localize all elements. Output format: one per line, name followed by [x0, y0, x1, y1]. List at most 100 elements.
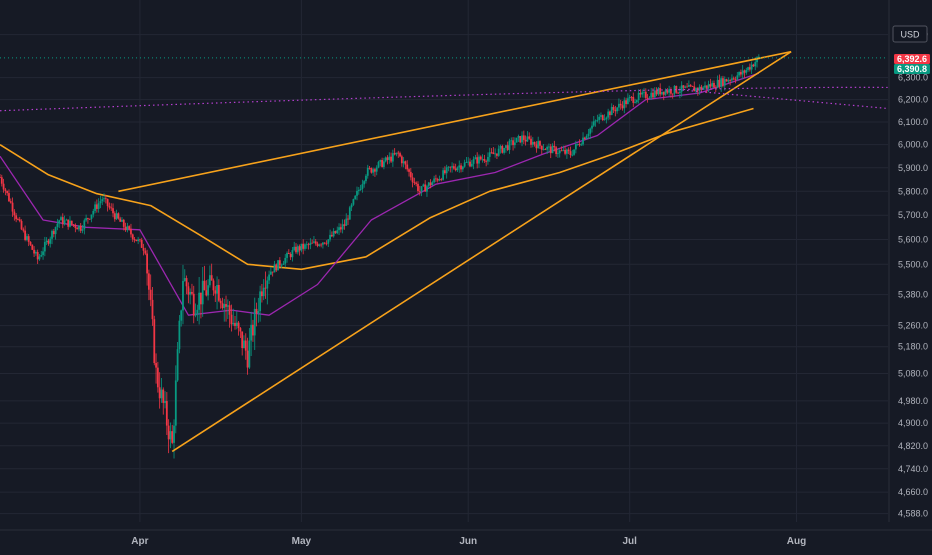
candle-body: [117, 213, 120, 219]
lower-wedge-trendline[interactable]: [171, 50, 792, 453]
candle-body: [564, 149, 566, 154]
y-tick-label: 6,000.0: [898, 140, 928, 150]
candle-body: [201, 280, 204, 305]
candle-body: [582, 137, 584, 145]
candle-body: [388, 156, 391, 160]
candle-body: [743, 70, 746, 73]
candle-body: [243, 340, 245, 349]
candle-body: [72, 224, 75, 226]
candle-body: [189, 291, 192, 295]
candle-body: [223, 304, 226, 309]
candle-body: [438, 179, 441, 181]
x-tick-label: May: [292, 536, 312, 547]
candle-body: [370, 168, 373, 173]
candle-body: [87, 218, 89, 219]
candle-body: [390, 156, 392, 162]
candle-body: [756, 57, 758, 63]
candle-body: [31, 244, 34, 250]
candle-body: [368, 167, 371, 169]
candle-body: [339, 227, 342, 230]
candle-body: [239, 328, 242, 332]
candle-body: [463, 162, 466, 167]
candle-body: [754, 62, 757, 67]
candle-body: [381, 160, 384, 167]
candle-body: [313, 241, 315, 243]
candle-body: [121, 219, 123, 222]
candle-body: [264, 287, 267, 289]
candle-body: [409, 171, 412, 178]
candle-body: [196, 309, 199, 314]
candle-body: [58, 220, 61, 224]
candle-body: [205, 290, 208, 296]
candle-body: [517, 136, 520, 138]
dotted-trend-curve[interactable]: [678, 89, 889, 110]
candle-body: [626, 98, 629, 105]
candle-body: [461, 166, 464, 170]
candle-body: [153, 319, 156, 364]
candle-body: [295, 246, 297, 253]
candle-body: [34, 252, 37, 254]
candle-body: [465, 162, 468, 163]
candle-body: [54, 227, 57, 235]
candle-body: [490, 152, 493, 154]
candle-body: [74, 224, 77, 228]
candle-body: [449, 166, 452, 168]
candle-body: [508, 140, 511, 150]
candle-body: [558, 150, 561, 154]
candle-body: [13, 211, 16, 216]
candle-body: [200, 292, 202, 305]
candle-body: [174, 380, 177, 426]
y-tick-label: 4,588.0: [898, 509, 928, 519]
candle-body: [614, 109, 617, 112]
candle-body: [659, 88, 662, 95]
candle-body: [750, 64, 753, 70]
candle-body: [187, 286, 190, 295]
candle-body: [165, 401, 168, 426]
candle-body: [526, 136, 529, 142]
candle-body: [679, 91, 681, 93]
candle-body: [27, 236, 30, 242]
candle-body: [341, 224, 344, 230]
y-tick-label: 5,180.0: [898, 342, 928, 352]
candle-body: [348, 207, 351, 220]
candle-body: [347, 218, 349, 220]
candle-body: [106, 198, 109, 207]
grid-layer: [0, 0, 888, 522]
candle-body: [253, 308, 256, 336]
candle-body: [560, 150, 563, 152]
candle-body: [219, 300, 222, 304]
candle-body: [714, 87, 717, 89]
candle-body: [684, 86, 687, 88]
candle-body: [173, 425, 175, 443]
candle-body: [704, 85, 706, 88]
candle-body: [720, 78, 723, 87]
candle-body: [397, 152, 400, 154]
candle-body: [580, 144, 583, 146]
candle-body: [119, 218, 122, 222]
candle-body: [734, 79, 737, 81]
candle-body: [146, 253, 149, 274]
candle-body: [363, 181, 366, 185]
x-tick-label: Jul: [622, 536, 637, 547]
candle-body: [469, 161, 471, 167]
candle-body: [732, 78, 735, 80]
candle-body: [725, 79, 728, 82]
y-tick-label: 5,900.0: [898, 163, 928, 173]
candle-body: [557, 153, 559, 155]
candle-body: [727, 80, 730, 82]
candle-body: [130, 228, 132, 235]
candle-body: [183, 278, 186, 281]
candle-body: [747, 67, 749, 70]
dotted-trend-curve[interactable]: [0, 86, 889, 112]
candle-body: [18, 219, 21, 222]
candle-body: [133, 239, 136, 241]
candle-body: [225, 304, 227, 307]
currency-badge[interactable]: USD: [892, 25, 928, 43]
candle-body: [598, 116, 601, 120]
candle-body: [332, 231, 335, 237]
candle-body: [752, 64, 755, 67]
upper-wedge-trendline[interactable]: [118, 50, 792, 193]
candle-body: [354, 195, 357, 200]
